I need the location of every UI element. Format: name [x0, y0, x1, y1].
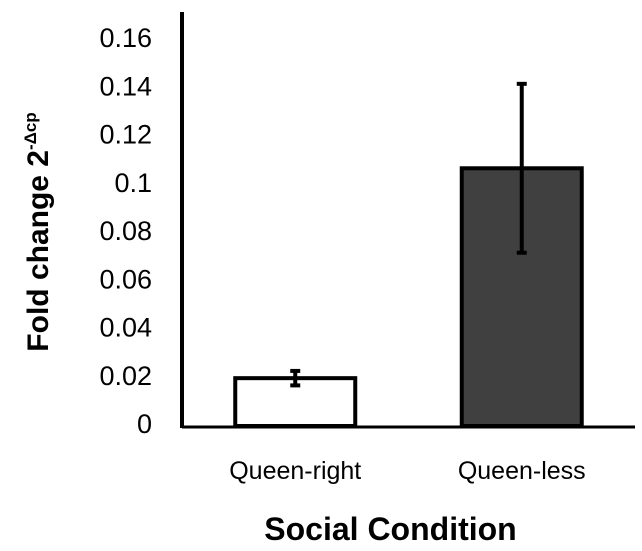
y-tick-label: 0.06: [99, 264, 152, 294]
y-tick-label: 0.04: [99, 313, 152, 343]
y-tick-label: 0.1: [114, 168, 152, 198]
y-axis-label: Fold change 2-Δcp: [21, 112, 55, 351]
y-tick-label: 0.08: [99, 216, 152, 246]
y-tick-label: 0: [137, 409, 152, 439]
y-tick-label: 0.02: [99, 361, 152, 391]
x-axis-label: Social Condition: [264, 511, 516, 547]
error-bar: [516, 81, 527, 255]
y-axis-label-superscript: -Δcp: [21, 112, 40, 150]
y-axis-label-base: Fold change 2: [22, 150, 55, 352]
x-category-label: Queen-right: [229, 457, 361, 485]
y-tick-label: 0.16: [99, 23, 152, 53]
y-tick-label: 0.12: [99, 120, 152, 150]
bars: [233, 166, 584, 429]
y-axis-ticks: 0 0.02 0.04 0.06 0.08 0.1 0.12 0.14 0.16: [99, 23, 152, 439]
y-tick-label: 0.14: [99, 71, 152, 101]
error-bar: [290, 368, 301, 388]
error-bars: [290, 81, 527, 388]
x-category-label: Queen-less: [458, 457, 586, 485]
x-axis-categories: Queen-right Queen-less: [229, 457, 585, 485]
